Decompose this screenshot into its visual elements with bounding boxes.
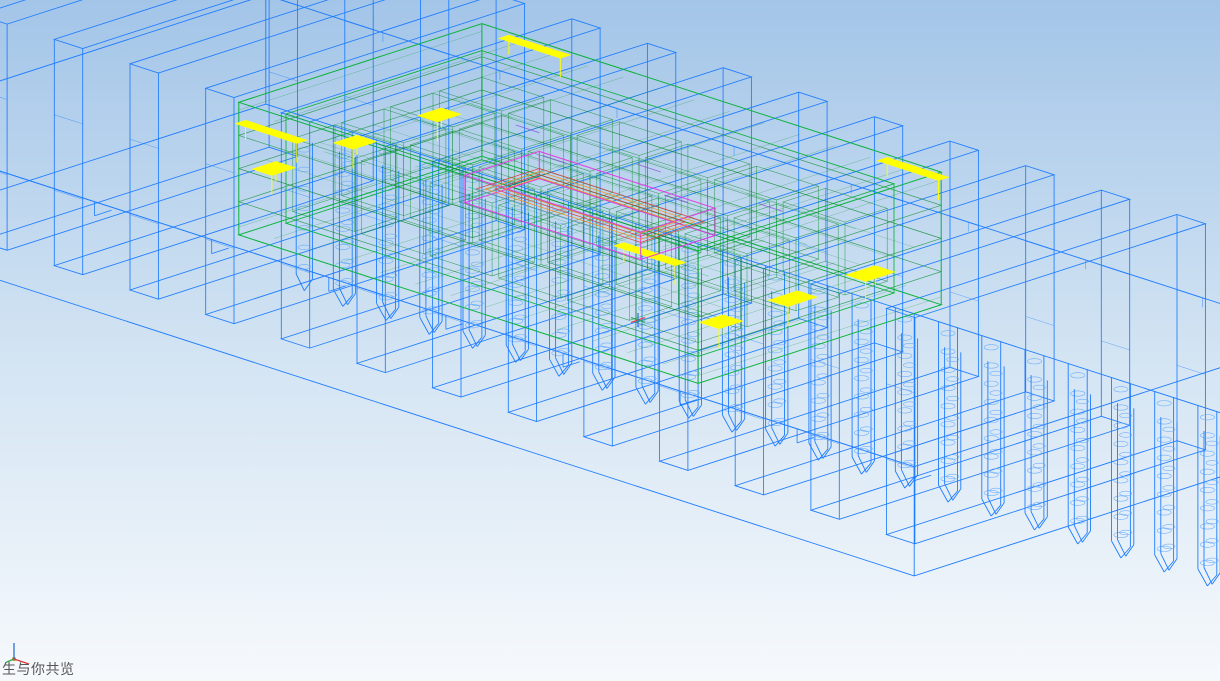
cad-viewport[interactable]: 生与你共览 — [0, 0, 1220, 681]
base-plate — [0, 0, 1220, 576]
assembly-block — [239, 24, 941, 384]
model-canvas[interactable] — [0, 0, 1220, 681]
